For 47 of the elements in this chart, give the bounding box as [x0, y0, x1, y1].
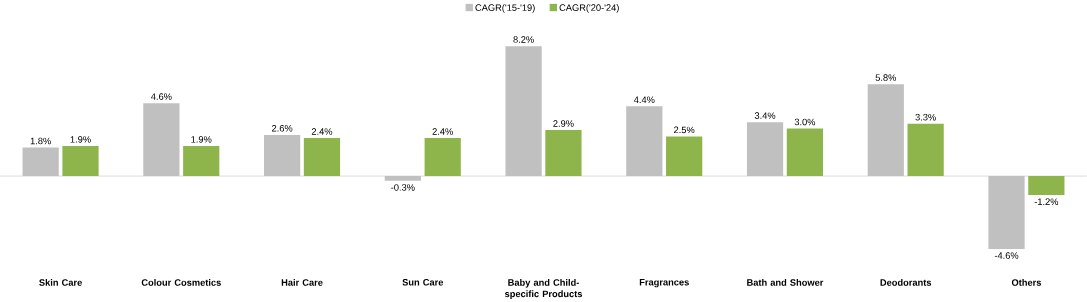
- data-label: 1.9%: [70, 135, 91, 143]
- bar: [666, 136, 703, 176]
- x-tick-label: Fragrances: [639, 278, 689, 288]
- data-label: 3.0%: [794, 118, 816, 126]
- bar: [62, 145, 99, 176]
- legend-label: CAGR('15-'19): [475, 3, 535, 13]
- data-label: 1.8%: [30, 137, 51, 145]
- bar: [384, 175, 421, 181]
- x-tick-label: Baby and Child-specific Products: [504, 278, 583, 299]
- data-label: -0.3%: [391, 183, 415, 191]
- bar: [907, 123, 944, 176]
- data-label: 4.6%: [151, 93, 172, 100]
- bar: [867, 83, 904, 176]
- data-label: 2.5%: [674, 126, 695, 133]
- data-label: 3.3%: [915, 113, 936, 121]
- x-tick-label: Bath and Shower: [747, 278, 824, 286]
- legend-label: CAGR('20-'24): [559, 3, 619, 13]
- x-tick-label: Others: [1011, 278, 1042, 286]
- x-tick-label: Sun Care: [402, 278, 444, 286]
- bar: [303, 137, 341, 176]
- x-tick-label: Colour Cosmetics: [141, 278, 221, 286]
- bar: [264, 134, 301, 176]
- data-label: 4.4%: [633, 96, 655, 103]
- bar: [988, 175, 1025, 249]
- bar: [786, 128, 824, 176]
- data-label: -4.6%: [994, 252, 1019, 259]
- bar: [22, 147, 59, 176]
- data-label: -1.2%: [1034, 198, 1059, 205]
- bar: [505, 45, 542, 176]
- bar: [545, 129, 582, 176]
- data-label: 2.9%: [553, 120, 574, 127]
- x-tick-label: Hair Care: [281, 278, 323, 286]
- bar: [183, 145, 220, 176]
- data-label: 8.2%: [513, 36, 534, 43]
- data-label: 2.4%: [432, 128, 453, 135]
- bar: [1028, 175, 1065, 195]
- data-label: 3.4%: [754, 112, 776, 119]
- data-label: 1.9%: [191, 135, 212, 143]
- bar: [143, 102, 180, 176]
- bar: [424, 137, 461, 176]
- data-label: 2.4%: [311, 128, 333, 135]
- x-tick-label: Skin Care: [39, 278, 82, 286]
- bar: [746, 122, 784, 176]
- bar: [626, 106, 663, 176]
- data-label: 2.6%: [272, 124, 293, 132]
- x-tick-label: Deodorants: [880, 278, 932, 286]
- data-label: 5.8%: [875, 74, 897, 81]
